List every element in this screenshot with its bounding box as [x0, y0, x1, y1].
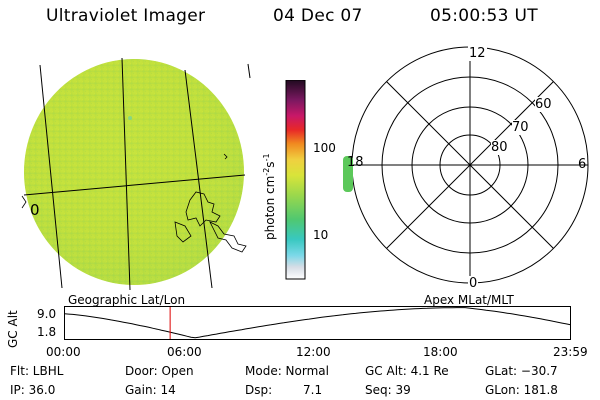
mlt-label-6: 6	[578, 157, 587, 172]
info-flt: Flt: LBHL	[10, 364, 64, 378]
mlt-label-18: 18	[347, 155, 364, 170]
alt-xtick-0: 00:00	[46, 345, 81, 359]
geographic-title: Geographic Lat/Lon	[68, 293, 186, 307]
mlat-label-80: 80	[491, 140, 508, 155]
colorbar	[285, 80, 306, 280]
info-gain: Gain: 14	[125, 383, 176, 397]
info-seq: Seq: 39	[365, 383, 411, 397]
alt-xtick-3: 18:00	[423, 345, 458, 359]
colorbar-tick-10: 10	[313, 228, 329, 242]
time-label: 05:00:53 UT	[430, 6, 538, 26]
mlat-label-60: 60	[535, 97, 552, 112]
polar-grid	[351, 46, 589, 284]
info-gc-alt: GC Alt: 4.1 Re	[365, 364, 449, 378]
mlat-mlt-polar-plot	[343, 46, 589, 284]
colorbar-label: photon cm-2s-1	[262, 153, 277, 240]
mlat-label-70: 70	[512, 120, 529, 135]
altitude-ylabel: GC Alt	[6, 310, 20, 348]
alt-ytick-1-8: 1.8	[37, 325, 57, 339]
alt-xtick-2: 12:00	[296, 345, 331, 359]
mlt-label-0: 0	[468, 276, 479, 291]
info-glat: GLat: −30.7	[485, 364, 558, 378]
geo-grid-lines	[23, 57, 251, 291]
uv-disk-image	[21, 57, 251, 291]
altitude-plot	[64, 306, 571, 340]
info-ip: IP: 36.0	[10, 383, 56, 397]
auroral-edge-blob	[343, 156, 353, 192]
coastline	[21, 153, 247, 253]
info-dsp-value: 7.1	[303, 383, 323, 397]
mlt-label-12: 12	[468, 46, 487, 61]
alt-ytick-9: 9.0	[37, 307, 57, 321]
left-edge-label: 0	[30, 201, 40, 219]
info-dsp-label: Dsp:	[245, 383, 273, 397]
apex-title: Apex MLat/MLT	[424, 293, 514, 307]
alt-xtick-4: 23:59	[553, 345, 588, 359]
colorbar-tick-100: 100	[313, 141, 336, 155]
info-door: Door: Open	[125, 364, 194, 378]
altitude-curve	[64, 307, 571, 339]
info-mode: Mode: Normal	[245, 364, 329, 378]
instrument-title: Ultraviolet Imager	[46, 6, 206, 26]
date-label: 04 Dec 07	[273, 6, 363, 26]
alt-xtick-1: 06:00	[167, 345, 202, 359]
info-glon: GLon: 181.8	[485, 383, 558, 397]
